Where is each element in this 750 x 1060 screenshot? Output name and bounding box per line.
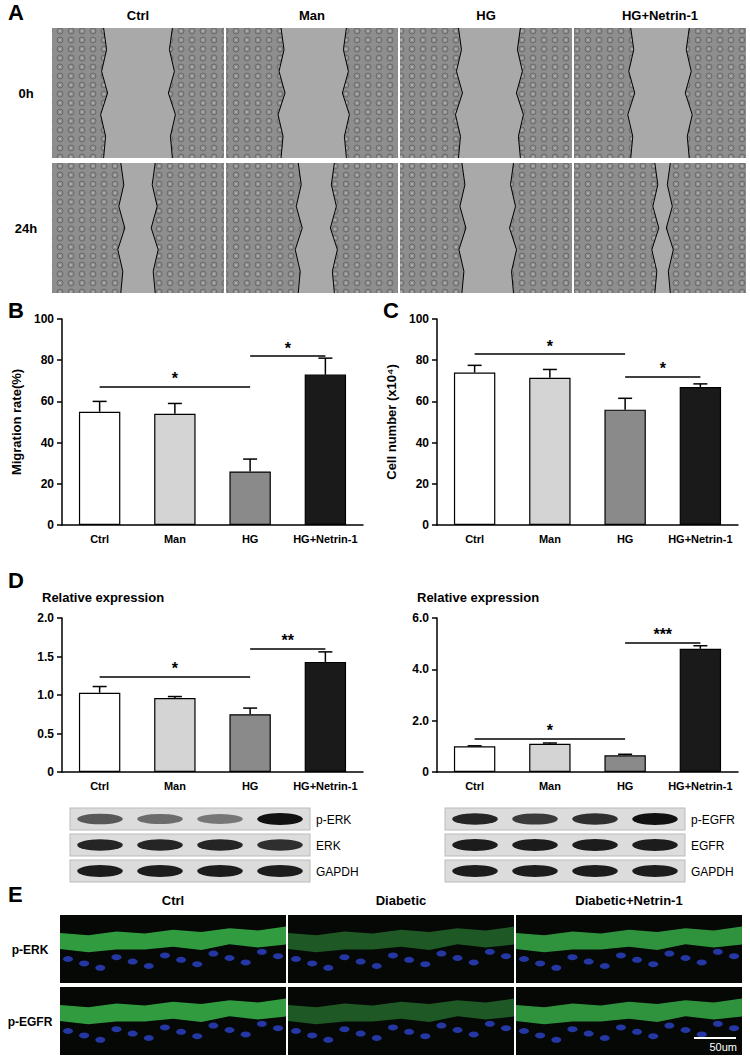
svg-text:HG: HG — [242, 780, 259, 792]
svg-text:40: 40 — [41, 436, 55, 450]
svg-text:ERK: ERK — [316, 839, 341, 853]
svg-text:2.0: 2.0 — [37, 611, 54, 625]
svg-text:p-EGFR: p-EGFR — [691, 813, 735, 827]
svg-text:2.0: 2.0 — [412, 714, 429, 728]
svg-text:6.0: 6.0 — [412, 611, 429, 625]
svg-text:0: 0 — [422, 518, 429, 532]
svg-text:*: * — [547, 722, 554, 739]
svg-text:Diabetic+Netrin-1: Diabetic+Netrin-1 — [575, 893, 682, 908]
svg-text:HG+Netrin-1: HG+Netrin-1 — [293, 780, 358, 792]
svg-text:Man: Man — [164, 780, 186, 792]
svg-text:60: 60 — [416, 394, 430, 408]
svg-text:Ctrl: Ctrl — [162, 893, 184, 908]
svg-text:Man: Man — [164, 533, 186, 545]
svg-text:GAPDH: GAPDH — [691, 865, 734, 879]
svg-text:24h: 24h — [15, 221, 37, 236]
svg-text:100: 100 — [409, 312, 429, 326]
svg-text:Migration rate(%): Migration rate(%) — [9, 369, 24, 475]
svg-text:*: * — [172, 370, 179, 387]
html-text:B: B — [8, 298, 24, 323]
svg-text:80: 80 — [416, 353, 430, 367]
svg-text:4.0: 4.0 — [412, 662, 429, 676]
svg-text:*: * — [547, 338, 554, 355]
svg-text:Ctrl: Ctrl — [127, 8, 149, 23]
svg-text:20: 20 — [416, 477, 430, 491]
svg-text:EGFR: EGFR — [691, 839, 725, 853]
svg-text:*: * — [285, 340, 292, 357]
svg-text:p-ERK: p-ERK — [316, 813, 351, 827]
svg-text:Man: Man — [539, 780, 561, 792]
svg-text:HG+Netrin-1: HG+Netrin-1 — [668, 780, 733, 792]
svg-text:Diabetic: Diabetic — [376, 893, 427, 908]
svg-text:HG: HG — [242, 533, 259, 545]
svg-text:60: 60 — [41, 394, 55, 408]
svg-text:1.0: 1.0 — [37, 688, 54, 702]
svg-text:HG+Netrin-1: HG+Netrin-1 — [293, 533, 358, 545]
svg-text:HG: HG — [617, 533, 634, 545]
svg-text:GAPDH: GAPDH — [316, 865, 359, 879]
svg-text:1.5: 1.5 — [37, 650, 54, 664]
html-text:C: C — [383, 298, 399, 323]
svg-text:p-ERK: p-ERK — [12, 943, 49, 957]
svg-text:HG+Netrin-1: HG+Netrin-1 — [668, 533, 733, 545]
svg-text:0h: 0h — [18, 86, 33, 101]
svg-text:Man: Man — [299, 8, 325, 23]
svg-text:*: * — [660, 360, 667, 377]
svg-text:Relative expression: Relative expression — [42, 590, 164, 605]
svg-text:**: ** — [282, 632, 295, 649]
svg-text:0: 0 — [47, 518, 54, 532]
html-text:D: D — [8, 568, 24, 593]
svg-text:Cell number (x10⁴): Cell number (x10⁴) — [384, 364, 399, 480]
svg-text:50um: 50um — [709, 1041, 737, 1053]
svg-text:0: 0 — [47, 765, 54, 779]
svg-text:Ctrl: Ctrl — [90, 780, 109, 792]
svg-text:HG: HG — [476, 8, 496, 23]
svg-text:HG+Netrin-1: HG+Netrin-1 — [622, 8, 698, 23]
svg-text:80: 80 — [41, 353, 55, 367]
svg-text:0: 0 — [422, 765, 429, 779]
svg-text:100: 100 — [34, 312, 54, 326]
html-text:A: A — [8, 0, 24, 25]
svg-text:Relative expression: Relative expression — [417, 590, 539, 605]
svg-text:Man: Man — [539, 533, 561, 545]
svg-text:*: * — [172, 660, 179, 677]
svg-text:p-EGFR: p-EGFR — [8, 1015, 53, 1029]
svg-text:Ctrl: Ctrl — [90, 533, 109, 545]
svg-text:20: 20 — [41, 477, 55, 491]
svg-text:Ctrl: Ctrl — [465, 533, 484, 545]
svg-text:0.5: 0.5 — [37, 727, 54, 741]
svg-text:Ctrl: Ctrl — [465, 780, 484, 792]
html-text:E: E — [8, 882, 23, 907]
svg-text:40: 40 — [416, 436, 430, 450]
svg-text:***: *** — [653, 626, 672, 643]
svg-text:HG: HG — [617, 780, 634, 792]
